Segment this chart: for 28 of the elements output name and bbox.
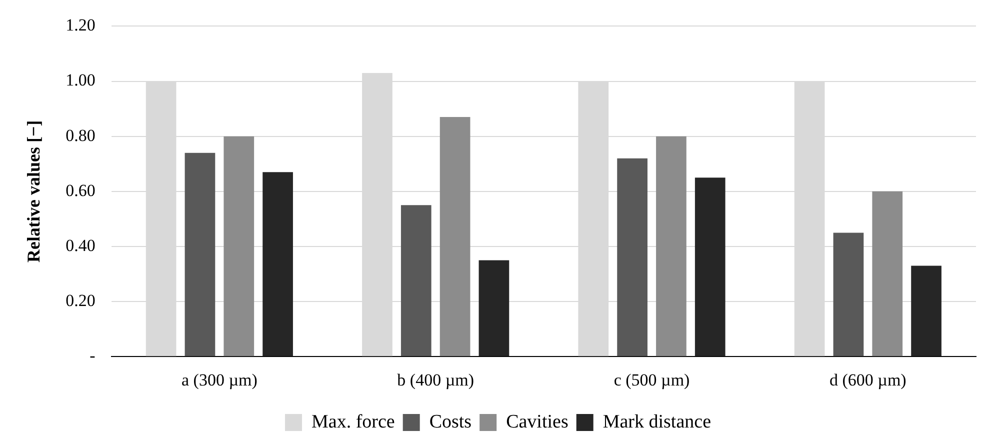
bar [440, 117, 470, 356]
y-axis-title: Relative values [−] [23, 120, 44, 263]
y-tick-label: 0.80 [66, 126, 96, 145]
x-tick-label: b (400 µm) [397, 370, 474, 390]
bar [872, 191, 903, 356]
x-tick-label: c (500 µm) [614, 370, 690, 390]
legend-label: Max. force [311, 411, 395, 432]
y-tick-label: 1.20 [66, 16, 96, 35]
bar [694, 178, 726, 356]
bar [478, 260, 510, 356]
bar [833, 232, 864, 356]
legend-label: Cavities [506, 411, 568, 432]
bar [656, 136, 686, 356]
y-tick-label: 0.20 [66, 291, 96, 310]
bar [911, 266, 942, 356]
y-tick-label: 0.60 [66, 180, 96, 200]
legend-label: Costs [429, 411, 472, 432]
x-tick-label: a (300 µm) [181, 370, 258, 390]
y-tick-label: - [90, 346, 96, 366]
bar [617, 158, 648, 356]
bar [224, 136, 254, 356]
y-tick-label: 0.40 [66, 236, 96, 255]
bar [262, 172, 293, 356]
legend-label: Mark distance [602, 411, 712, 432]
y-tick-label: 1.00 [66, 70, 96, 90]
bar [184, 152, 216, 356]
bar [400, 205, 432, 356]
x-tick-label: d (600 µm) [829, 370, 906, 390]
